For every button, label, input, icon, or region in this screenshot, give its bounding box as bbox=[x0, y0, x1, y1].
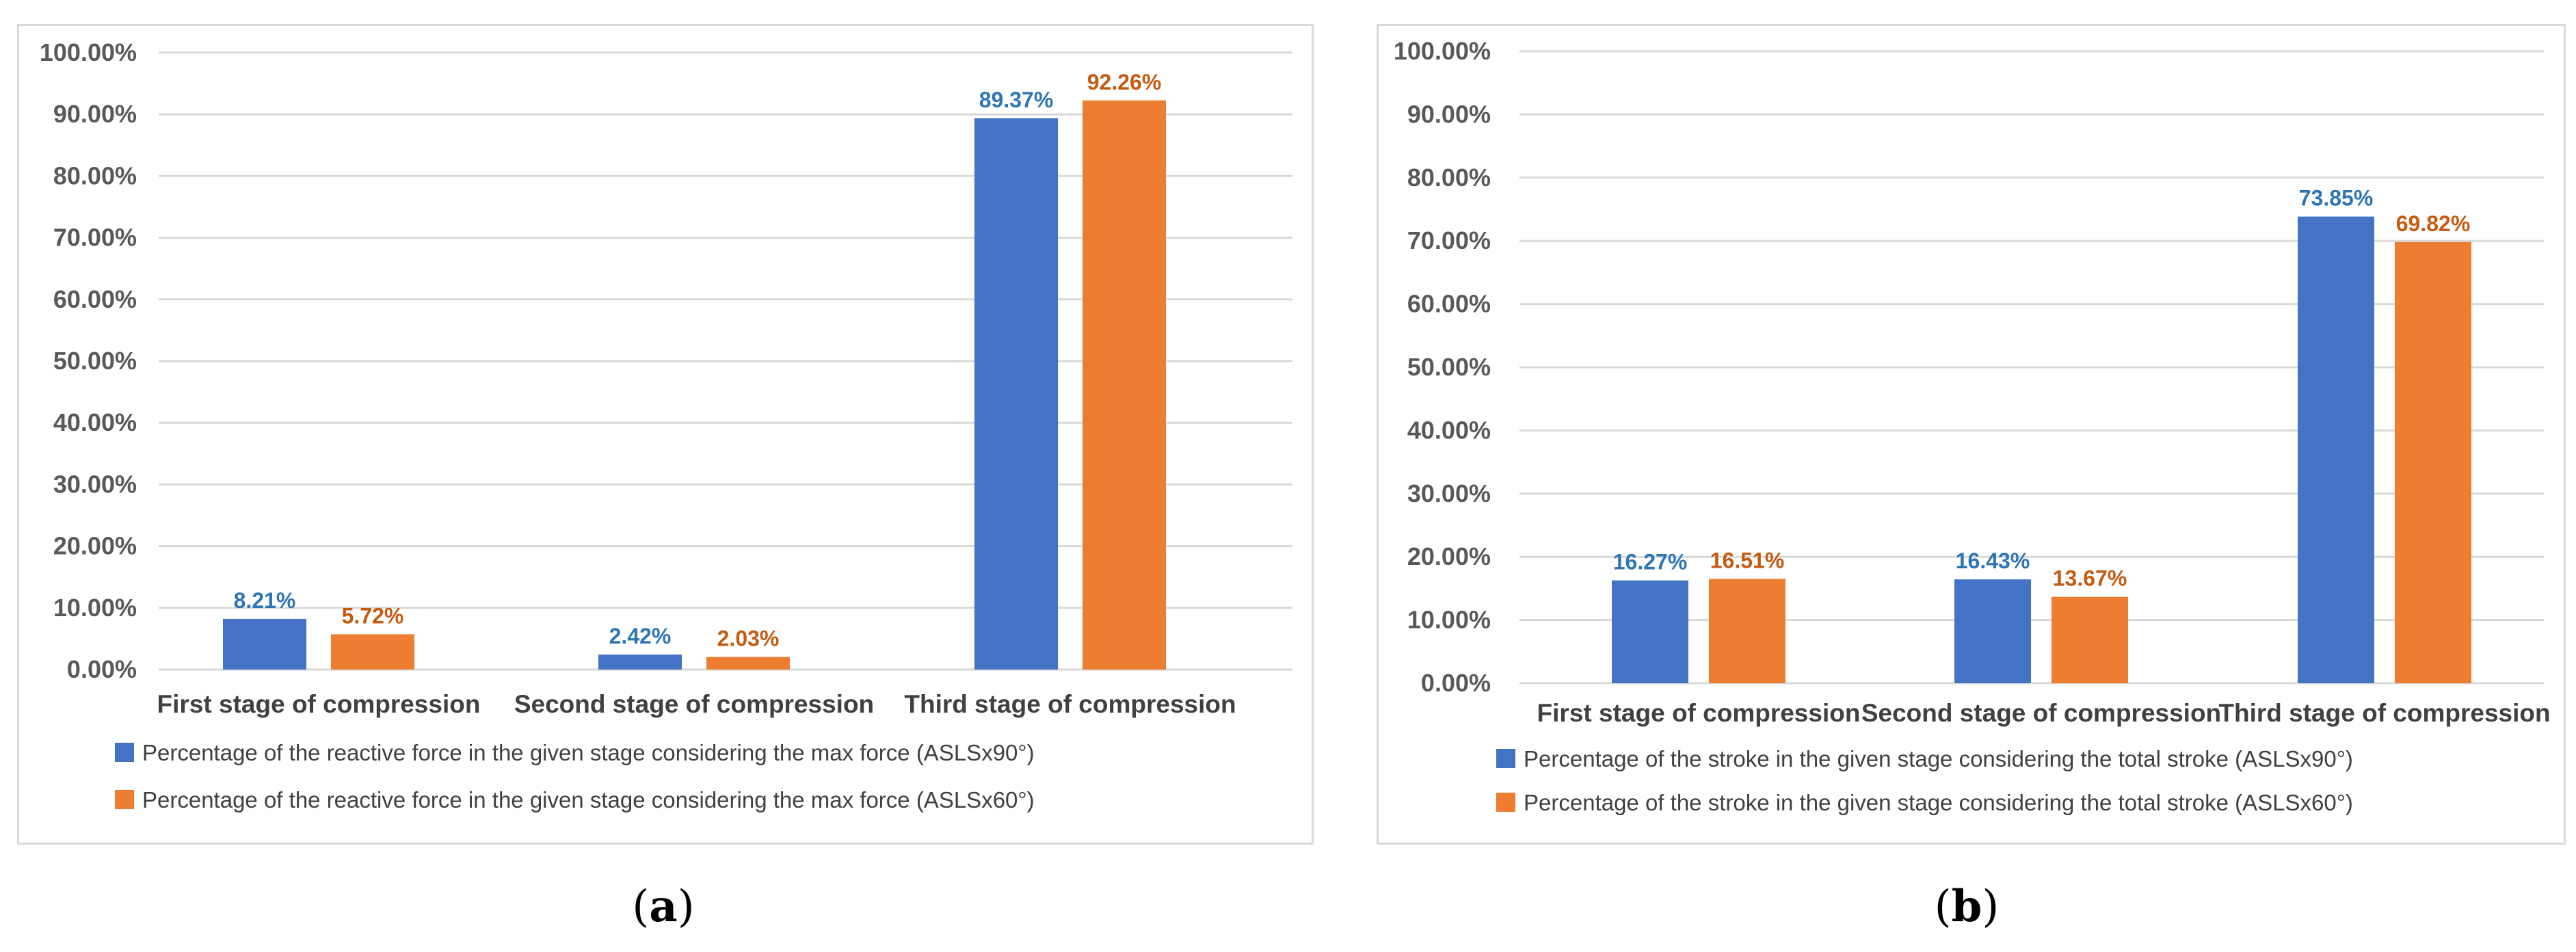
chart-a-data-label: 2.42% bbox=[609, 624, 672, 648]
chart-b-data-label: 69.82% bbox=[2396, 211, 2471, 236]
chart-a-bar-s1-2 bbox=[598, 654, 682, 670]
chart-a-ytick-label: 60.00% bbox=[53, 285, 137, 313]
chart-a-ytick-label: 50.00% bbox=[53, 347, 137, 375]
chart-b-bar-s1-3 bbox=[2298, 216, 2374, 684]
chart-a-bar-s1-1 bbox=[223, 618, 306, 670]
chart-a-category-label: Third stage of compression bbox=[904, 690, 1236, 718]
chart-b-legend-swatch-2 bbox=[1496, 793, 1515, 812]
chart-b-legend-label: Percentage of the stroke in the given st… bbox=[1524, 746, 2353, 771]
chart-b-ytick-label: 90.00% bbox=[1407, 100, 1491, 128]
chart-a-legend-swatch-2 bbox=[115, 790, 134, 809]
chart-b-ytick-label: 30.00% bbox=[1407, 479, 1491, 507]
chart-b-ytick-label: 0.00% bbox=[1421, 669, 1491, 697]
chart-b-data-label: 16.51% bbox=[1710, 548, 1785, 572]
chart-b-caption: (b) bbox=[1935, 881, 2000, 932]
chart-b-data-label: 13.67% bbox=[2053, 566, 2127, 591]
chart-a-bar-s2-3 bbox=[1083, 100, 1166, 670]
chart-a-ytick-label: 0.00% bbox=[67, 655, 137, 683]
chart-a-ytick-label: 30.00% bbox=[53, 470, 137, 498]
chart-a-legend-label: Percentage of the reactive force in the … bbox=[142, 787, 1035, 812]
chart-b-category-label: Second stage of compression bbox=[1861, 699, 2221, 727]
chart-a-ytick-label: 20.00% bbox=[53, 532, 137, 560]
chart-a-data-label: 92.26% bbox=[1087, 70, 1162, 94]
chart-a-legend-swatch-1 bbox=[115, 743, 134, 762]
chart-b-data-label: 73.85% bbox=[2299, 186, 2374, 211]
chart-a-ytick-label: 90.00% bbox=[53, 100, 137, 128]
chart-b-bar-s2-2 bbox=[2051, 596, 2128, 683]
chart-b-data-label: 16.43% bbox=[1956, 548, 2030, 573]
chart-b-ytick-label: 20.00% bbox=[1407, 542, 1491, 570]
chart-b-bar-s1-1 bbox=[1612, 580, 1688, 683]
chart-b-legend-label: Percentage of the stroke in the given st… bbox=[1524, 790, 2353, 815]
chart-b-legend-swatch-1 bbox=[1496, 749, 1515, 768]
chart-a-ytick-label: 40.00% bbox=[53, 408, 137, 436]
chart-a-ytick-label: 70.00% bbox=[53, 224, 137, 252]
chart-b-ytick-label: 70.00% bbox=[1407, 226, 1491, 254]
chart-b-ytick-label: 100.00% bbox=[1394, 37, 1491, 65]
chart-a-data-label: 5.72% bbox=[342, 603, 404, 628]
chart-a-data-label: 89.37% bbox=[979, 88, 1054, 112]
chart-a-category-label: First stage of compression bbox=[157, 690, 481, 718]
chart-a-bar-s1-3 bbox=[974, 118, 1058, 670]
chart-a-caption: (a) bbox=[632, 881, 694, 932]
chart-b-category-label: First stage of compression bbox=[1537, 699, 1861, 727]
chart-b-bar-s1-2 bbox=[1954, 579, 2031, 683]
chart-b-category-label: Third stage of compression bbox=[2218, 699, 2550, 727]
chart-b-data-label: 16.27% bbox=[1613, 550, 1688, 574]
chart-b-ytick-label: 10.00% bbox=[1407, 606, 1491, 634]
chart-b-bar-s2-3 bbox=[2395, 241, 2471, 684]
chart-b-ytick-label: 40.00% bbox=[1407, 416, 1491, 444]
chart-a-bar-s2-1 bbox=[331, 634, 414, 670]
chart-b-bar-s2-1 bbox=[1709, 579, 1785, 683]
chart-a-ytick-label: 10.00% bbox=[53, 594, 137, 622]
chart-a-data-label: 2.03% bbox=[717, 626, 780, 651]
chart-a-data-label: 8.21% bbox=[234, 588, 296, 613]
chart-a-bar-s2-2 bbox=[706, 657, 790, 670]
chart-a-ytick-label: 80.00% bbox=[53, 161, 137, 189]
chart-b-ytick-label: 80.00% bbox=[1407, 163, 1491, 191]
chart-b-ytick-label: 60.00% bbox=[1407, 290, 1491, 318]
chart-a-category-label: Second stage of compression bbox=[514, 690, 874, 718]
chart-a-legend-label: Percentage of the reactive force in the … bbox=[142, 740, 1035, 765]
chart-b-ytick-label: 50.00% bbox=[1407, 353, 1491, 381]
chart-a-ytick-label: 100.00% bbox=[40, 38, 137, 66]
